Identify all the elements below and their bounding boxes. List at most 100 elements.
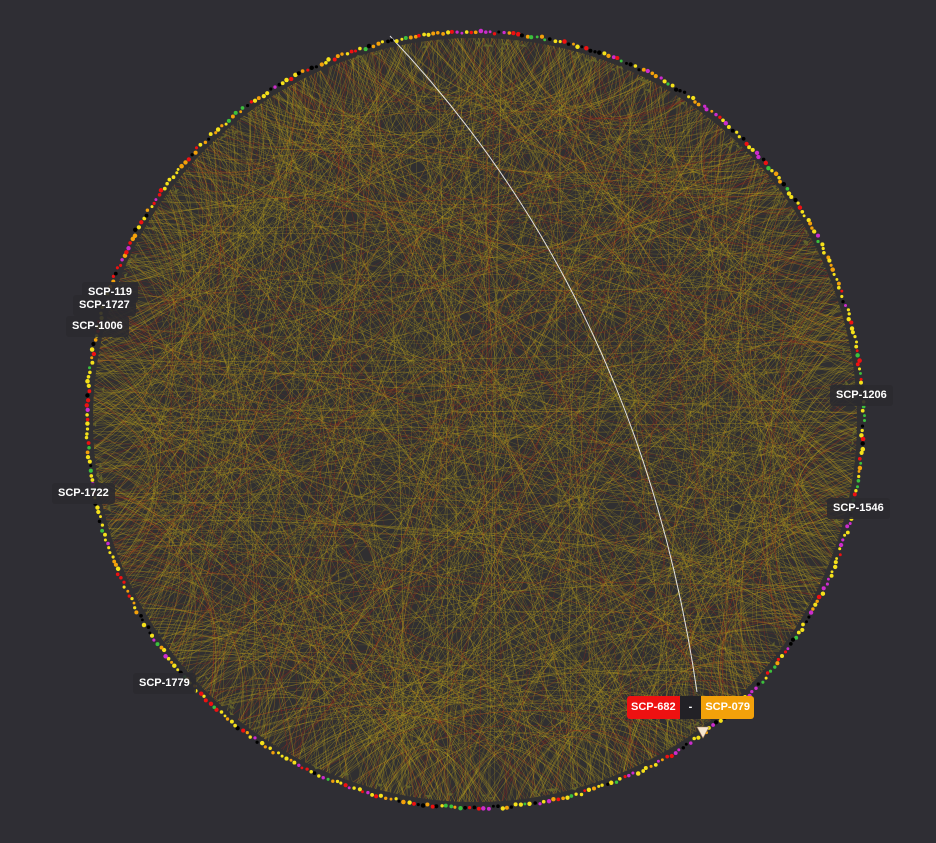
graph-node[interactable] — [852, 492, 857, 497]
graph-node[interactable] — [588, 48, 593, 53]
graph-node[interactable] — [586, 787, 592, 792]
graph-node[interactable] — [193, 150, 198, 155]
graph-node[interactable] — [141, 618, 144, 622]
graph-node[interactable] — [397, 799, 401, 803]
graph-node[interactable] — [857, 474, 861, 479]
graph-node[interactable] — [855, 362, 860, 367]
graph-node[interactable] — [631, 771, 635, 775]
node-label-scp-1779[interactable]: SCP-1779 — [133, 673, 196, 694]
graph-node[interactable] — [862, 418, 867, 423]
graph-node[interactable] — [820, 591, 826, 596]
graph-node[interactable] — [504, 805, 509, 810]
graph-node[interactable] — [833, 564, 838, 570]
graph-node[interactable] — [265, 91, 270, 96]
graph-node[interactable] — [666, 82, 670, 86]
graph-node[interactable] — [773, 171, 779, 177]
graph-node[interactable] — [786, 647, 790, 651]
graph-node[interactable] — [85, 421, 90, 426]
graph-node[interactable] — [230, 114, 235, 119]
graph-node[interactable] — [855, 349, 859, 353]
graph-node[interactable] — [761, 680, 765, 684]
graph-node[interactable] — [754, 686, 758, 691]
graph-node[interactable] — [132, 233, 138, 239]
graph-node[interactable] — [198, 691, 204, 696]
graph-node[interactable] — [85, 393, 90, 398]
graph-node[interactable] — [665, 754, 670, 759]
graph-node[interactable] — [673, 87, 679, 92]
graph-node[interactable] — [781, 181, 787, 187]
graph-node[interactable] — [245, 730, 249, 735]
graph-node[interactable] — [467, 805, 472, 810]
graph-node[interactable] — [673, 751, 678, 756]
graph-node[interactable] — [543, 38, 547, 42]
graph-node[interactable] — [796, 630, 801, 635]
graph-node[interactable] — [431, 31, 436, 36]
graph-node[interactable] — [579, 792, 584, 797]
graph-node[interactable] — [154, 198, 158, 202]
graph-node[interactable] — [115, 566, 121, 572]
graph-node[interactable] — [838, 547, 842, 551]
graph-node[interactable] — [434, 804, 439, 809]
graph-node[interactable] — [389, 38, 394, 42]
graph-node[interactable] — [500, 806, 505, 811]
graph-node[interactable] — [653, 74, 658, 79]
graph-node[interactable] — [113, 271, 118, 276]
graph-node[interactable] — [860, 436, 866, 442]
graph-node[interactable] — [416, 803, 420, 807]
graph-node[interactable] — [860, 408, 865, 413]
graph-node[interactable] — [141, 622, 147, 628]
graph-node[interactable] — [754, 150, 760, 156]
graph-node[interactable] — [650, 71, 655, 76]
graph-node[interactable] — [269, 87, 273, 91]
graph-node[interactable] — [846, 317, 851, 322]
graph-node[interactable] — [566, 42, 571, 46]
graph-node[interactable] — [600, 783, 604, 787]
graph-node[interactable] — [641, 67, 646, 72]
graph-node[interactable] — [845, 524, 850, 529]
graph-node[interactable] — [546, 799, 552, 804]
graph-node[interactable] — [841, 300, 845, 304]
graph-node[interactable] — [293, 72, 298, 78]
graph-node[interactable] — [849, 320, 854, 325]
graph-node[interactable] — [115, 266, 119, 270]
graph-node[interactable] — [710, 109, 714, 113]
graph-node[interactable] — [860, 446, 866, 452]
graph-node[interactable] — [623, 775, 627, 779]
graph-node[interactable] — [345, 52, 350, 56]
graph-node[interactable] — [770, 169, 774, 173]
graph-node[interactable] — [170, 660, 174, 664]
graph-node[interactable] — [816, 594, 822, 600]
graph-node[interactable] — [747, 145, 752, 150]
graph-node[interactable] — [378, 793, 383, 798]
graph-node[interactable] — [449, 29, 454, 34]
graph-node[interactable] — [793, 197, 798, 203]
graph-node[interactable] — [366, 790, 370, 795]
graph-node[interactable] — [296, 71, 301, 76]
graph-node[interactable] — [816, 239, 820, 244]
graph-node[interactable] — [761, 157, 766, 162]
graph-node[interactable] — [335, 54, 340, 59]
graph-node[interactable] — [85, 398, 91, 403]
graph-node[interactable] — [859, 461, 863, 465]
graph-node[interactable] — [202, 694, 206, 698]
graph-node[interactable] — [794, 635, 799, 640]
graph-node[interactable] — [801, 622, 805, 627]
graph-node[interactable] — [583, 789, 587, 793]
graph-node[interactable] — [813, 602, 818, 607]
graph-node[interactable] — [203, 698, 208, 703]
graph-node[interactable] — [331, 779, 335, 783]
graph-node[interactable] — [682, 90, 687, 94]
graph-node[interactable] — [261, 93, 266, 99]
graph-node[interactable] — [249, 100, 254, 104]
graph-node[interactable] — [538, 802, 542, 806]
graph-node[interactable] — [815, 599, 819, 604]
graph-node[interactable] — [85, 417, 90, 422]
graph-node[interactable] — [645, 68, 650, 74]
graph-node[interactable] — [830, 267, 835, 272]
graph-node[interactable] — [407, 800, 412, 805]
graph-node[interactable] — [802, 214, 806, 218]
graph-node[interactable] — [224, 122, 228, 126]
edge-target-label[interactable]: SCP-079 — [701, 696, 754, 719]
graph-node[interactable] — [89, 474, 94, 478]
